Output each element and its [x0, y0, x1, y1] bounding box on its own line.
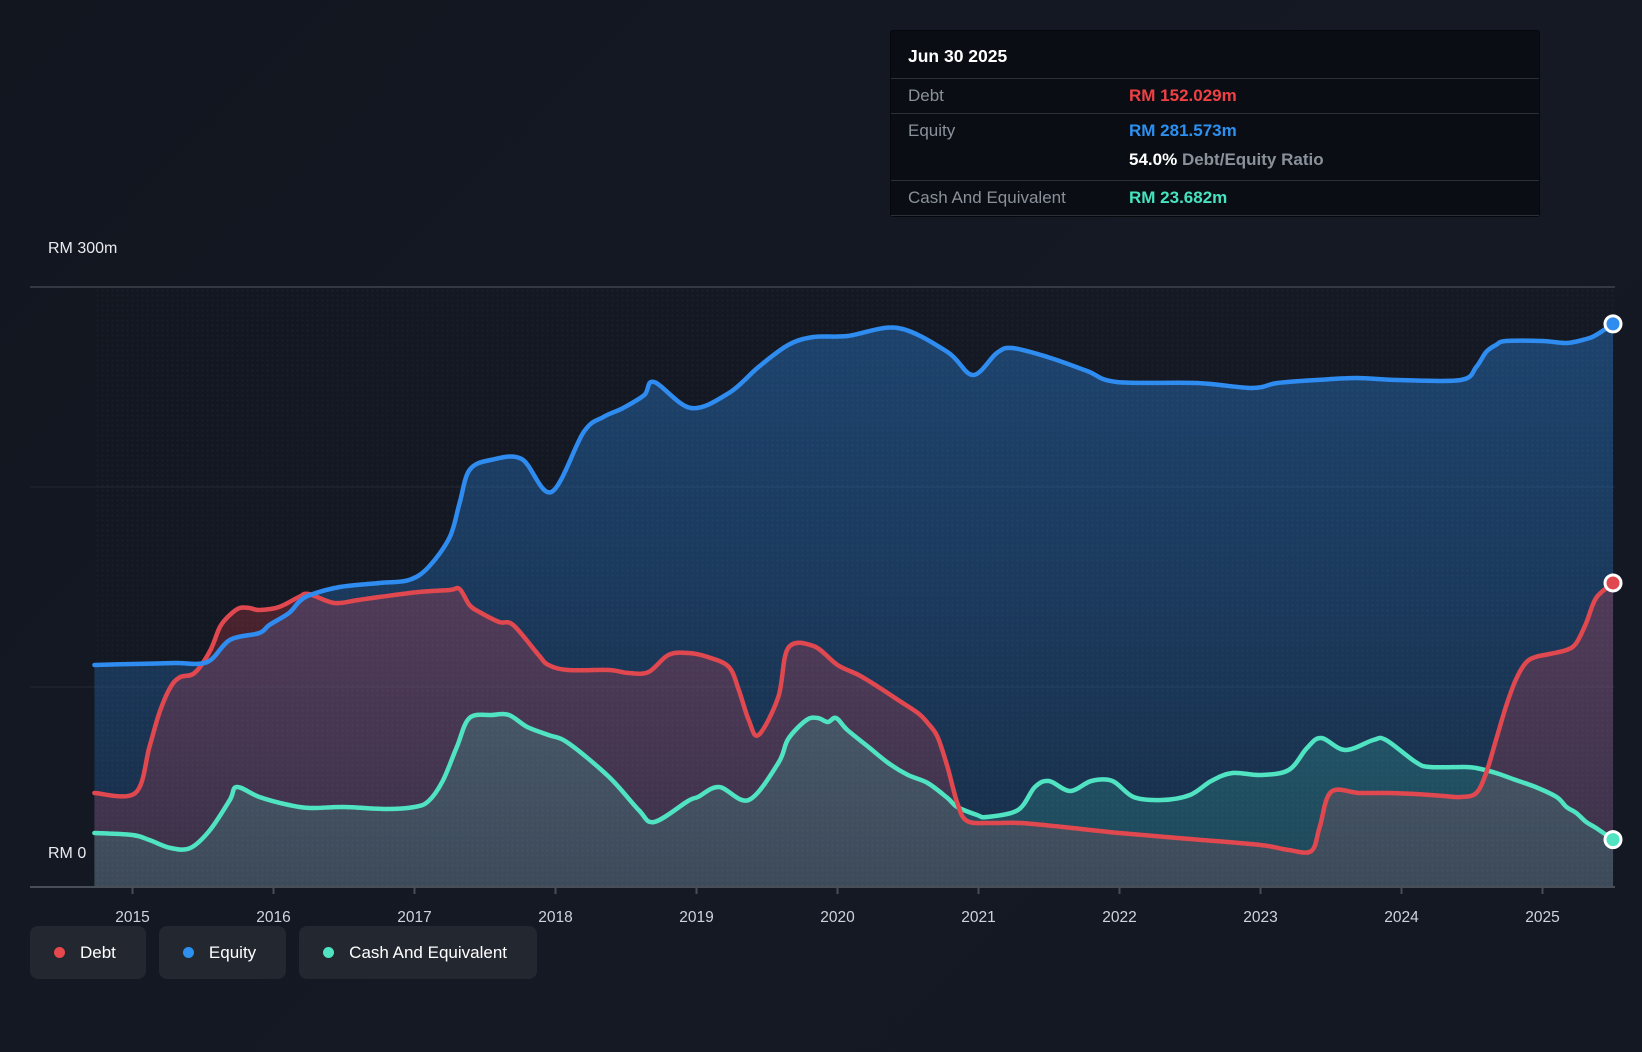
tooltip-equity-value: RM 281.573m: [1129, 121, 1237, 140]
legend-debt-label: Debt: [80, 942, 116, 962]
x-axis-label-2022: 2022: [1102, 909, 1137, 926]
equity-series-dot-icon: [182, 947, 194, 958]
debt-series-dot-icon: [54, 947, 65, 958]
legend-item-debt[interactable]: Debt: [30, 926, 146, 979]
tooltip-row-ratio: 54.0% Debt/Equity Ratio: [891, 148, 1539, 181]
tooltip-row-equity: Equity RM 281.573m: [891, 114, 1539, 148]
x-axis-label-2017: 2017: [397, 909, 432, 926]
hover-tooltip: Jun 30 2025 Debt RM 152.029m Equity RM 2…: [890, 30, 1540, 217]
x-axis-label-2025: 2025: [1525, 909, 1560, 926]
debt-line: [92, 580, 1616, 855]
end-marker-equity: [1603, 314, 1623, 334]
tooltip-ratio: 54.0% Debt/Equity Ratio: [1129, 150, 1324, 170]
tooltip-debt-label: Debt: [908, 86, 944, 105]
legend-item-cash[interactable]: Cash And Equivalent: [299, 926, 538, 979]
cash-line: [92, 711, 1616, 852]
legend-equity-label: Equity: [208, 942, 257, 962]
tooltip-ratio-pct: 54.0%: [1129, 150, 1178, 169]
tooltip-ratio-label: Debt/Equity Ratio: [1181, 150, 1324, 169]
end-marker-cash: [1603, 830, 1623, 850]
y-axis-label-max: RM 300m: [48, 240, 118, 257]
end-marker-debt: [1603, 573, 1623, 593]
cash-series-dot-icon: [323, 947, 335, 958]
x-axis-label-2023: 2023: [1243, 909, 1278, 926]
tooltip-cash-value: RM 23.682m: [1129, 188, 1228, 207]
tooltip-row-debt: Debt RM 152.029m: [891, 79, 1539, 114]
tooltip-cash-label: Cash And Equivalent: [908, 188, 1066, 207]
x-axis-label-2020: 2020: [820, 909, 855, 926]
tooltip-debt-value: RM 152.029m: [1129, 86, 1237, 105]
legend-cash-label: Cash And Equivalent: [349, 942, 508, 962]
x-axis-label-2015: 2015: [115, 909, 150, 926]
tooltip-equity-label: Equity: [908, 121, 956, 140]
x-axis-label-2021: 2021: [961, 909, 996, 926]
legend-item-equity[interactable]: Equity: [158, 926, 287, 979]
x-axis-label-2019: 2019: [679, 909, 714, 926]
tooltip-date: Jun 30 2025: [891, 31, 1539, 79]
legend: Debt Equity Cash And Equivalent: [30, 926, 538, 979]
x-axis-label-2018: 2018: [538, 909, 573, 926]
tooltip-row-cash: Cash And Equivalent RM 23.682m: [891, 181, 1539, 216]
equity-line: [92, 321, 1616, 668]
y-axis-label-zero: RM 0: [48, 845, 87, 862]
x-axis-label-2016: 2016: [256, 909, 291, 926]
x-axis-label-2024: 2024: [1384, 909, 1419, 926]
